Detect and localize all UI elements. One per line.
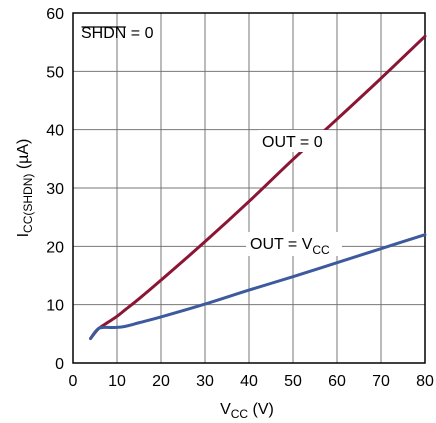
y-tick-label: 50 [46,64,64,81]
y-axis-title-sub: CC(SHDN) [21,174,35,233]
x-axis-title-unit: (V) [248,401,274,418]
annotation-outvcc-main: OUT = V [250,236,313,253]
y-tick-label: 30 [46,181,64,198]
x-tick-label: 40 [240,373,258,390]
y-tick-labels: 0 10 20 30 40 50 60 [46,6,64,373]
y-tick-label: 60 [46,6,64,23]
x-tick-labels: 0 10 20 30 40 50 60 70 80 [69,373,434,390]
y-tick-label: 40 [46,123,64,140]
y-tick-label: 20 [46,239,64,256]
x-tick-label: 60 [328,373,346,390]
y-tick-label: 10 [46,298,64,315]
series-line-out-zero [91,36,425,338]
x-tick-label: 80 [416,373,434,390]
y-axis-title-unit: (µA) [15,139,32,174]
series-group [91,36,425,338]
x-tick-label: 30 [196,373,214,390]
annotation-out0: OUT = 0 [262,134,323,151]
x-tick-label: 20 [152,373,170,390]
annotation-outvcc-sub: CC [312,243,330,257]
x-tick-label: 0 [69,373,78,390]
y-axis-title: ICC(SHDN) (µA) [15,139,35,238]
x-tick-label: 50 [284,373,302,390]
x-tick-label: 10 [108,373,126,390]
x-axis-title-main: V [220,401,231,418]
y-tick-label: 0 [55,356,64,373]
x-tick-label: 70 [372,373,390,390]
x-axis-title: VCC (V) [220,401,274,421]
x-axis-title-sub: CC [231,407,249,421]
annotation-shdn-rest: = 0 [126,25,153,42]
